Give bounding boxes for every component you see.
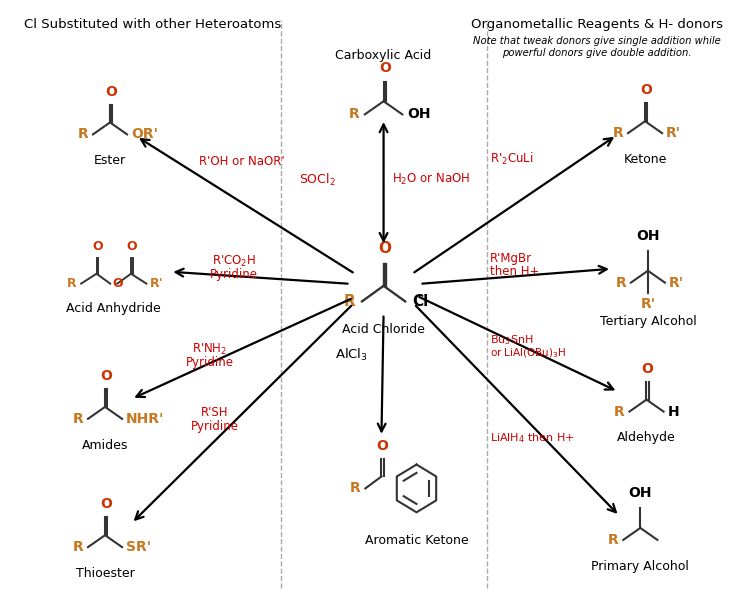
Text: Ester: Ester — [94, 154, 126, 167]
Text: R: R — [350, 482, 361, 496]
Text: OR': OR' — [130, 128, 158, 142]
Text: Amides: Amides — [82, 439, 128, 452]
Text: Ketone: Ketone — [623, 153, 667, 166]
Text: R'MgBr: R'MgBr — [490, 252, 532, 265]
Text: R: R — [608, 533, 619, 547]
Text: R: R — [614, 404, 625, 418]
Text: R: R — [613, 126, 623, 140]
Text: O: O — [641, 362, 653, 376]
Text: R: R — [73, 412, 83, 426]
Text: Cl: Cl — [412, 294, 428, 309]
Text: Acid Anhydride: Acid Anhydride — [67, 302, 161, 314]
Text: or LiAl(OBu)$_3$H: or LiAl(OBu)$_3$H — [490, 347, 566, 361]
Text: H: H — [668, 404, 679, 418]
Text: R'$_2$CuLi: R'$_2$CuLi — [490, 151, 534, 167]
Text: Aromatic Ketone: Aromatic Ketone — [364, 534, 468, 547]
Text: SOCl$_2$: SOCl$_2$ — [298, 172, 335, 188]
Text: H$_2$O or NaOH: H$_2$O or NaOH — [392, 173, 470, 187]
Text: R: R — [349, 108, 359, 122]
Text: AlCl$_3$: AlCl$_3$ — [335, 347, 368, 364]
Text: O: O — [640, 83, 652, 97]
Text: O: O — [376, 438, 388, 452]
Text: OH: OH — [407, 108, 430, 122]
Text: Acid Chloride: Acid Chloride — [342, 323, 425, 336]
Text: R': R' — [666, 126, 681, 140]
Text: Thioester: Thioester — [76, 567, 134, 580]
Text: Carboxylic Acid: Carboxylic Acid — [335, 49, 432, 61]
Text: Tertiary Alcohol: Tertiary Alcohol — [599, 314, 696, 328]
Text: R: R — [77, 128, 88, 142]
Text: Note that tweak donors give single addition while
powerful donors give double ad: Note that tweak donors give single addit… — [472, 36, 721, 58]
Text: R: R — [67, 277, 76, 290]
Text: R'SH: R'SH — [201, 406, 228, 420]
Text: R'NH$_2$: R'NH$_2$ — [192, 342, 227, 357]
Text: O: O — [127, 240, 137, 253]
Text: Primary Alcohol: Primary Alcohol — [592, 560, 689, 573]
Text: O: O — [379, 241, 392, 257]
Text: R': R' — [640, 297, 656, 311]
Text: OH: OH — [636, 229, 660, 243]
Text: O: O — [379, 61, 391, 75]
Text: OH: OH — [628, 486, 652, 500]
Text: R'OH or NaOR': R'OH or NaOR' — [199, 155, 284, 168]
Text: R: R — [344, 294, 355, 309]
Text: then H+: then H+ — [490, 265, 539, 278]
Text: Aldehyde: Aldehyde — [617, 432, 676, 444]
Text: R': R' — [150, 277, 164, 290]
Text: R: R — [73, 540, 83, 554]
Text: O: O — [100, 497, 112, 511]
Text: SR': SR' — [126, 540, 151, 554]
Text: R': R' — [669, 275, 684, 289]
Text: O: O — [105, 85, 117, 98]
Text: R'CO$_2$H: R'CO$_2$H — [212, 254, 256, 269]
Text: O: O — [100, 369, 112, 383]
Text: Pyridine: Pyridine — [210, 269, 258, 282]
Text: O: O — [92, 240, 103, 253]
Text: Bu$_3$SnH: Bu$_3$SnH — [490, 333, 534, 347]
Text: O: O — [112, 277, 123, 290]
Text: Cl Substituted with other Heteroatoms: Cl Substituted with other Heteroatoms — [24, 18, 281, 32]
Text: Pyridine: Pyridine — [185, 356, 233, 369]
Text: Pyridine: Pyridine — [190, 420, 238, 433]
Text: Organometallic Reagents & H- donors: Organometallic Reagents & H- donors — [471, 18, 723, 32]
Text: NHR': NHR' — [126, 412, 164, 426]
Text: R: R — [615, 275, 626, 289]
Text: LiAlH$_4$ then H+: LiAlH$_4$ then H+ — [490, 432, 574, 445]
